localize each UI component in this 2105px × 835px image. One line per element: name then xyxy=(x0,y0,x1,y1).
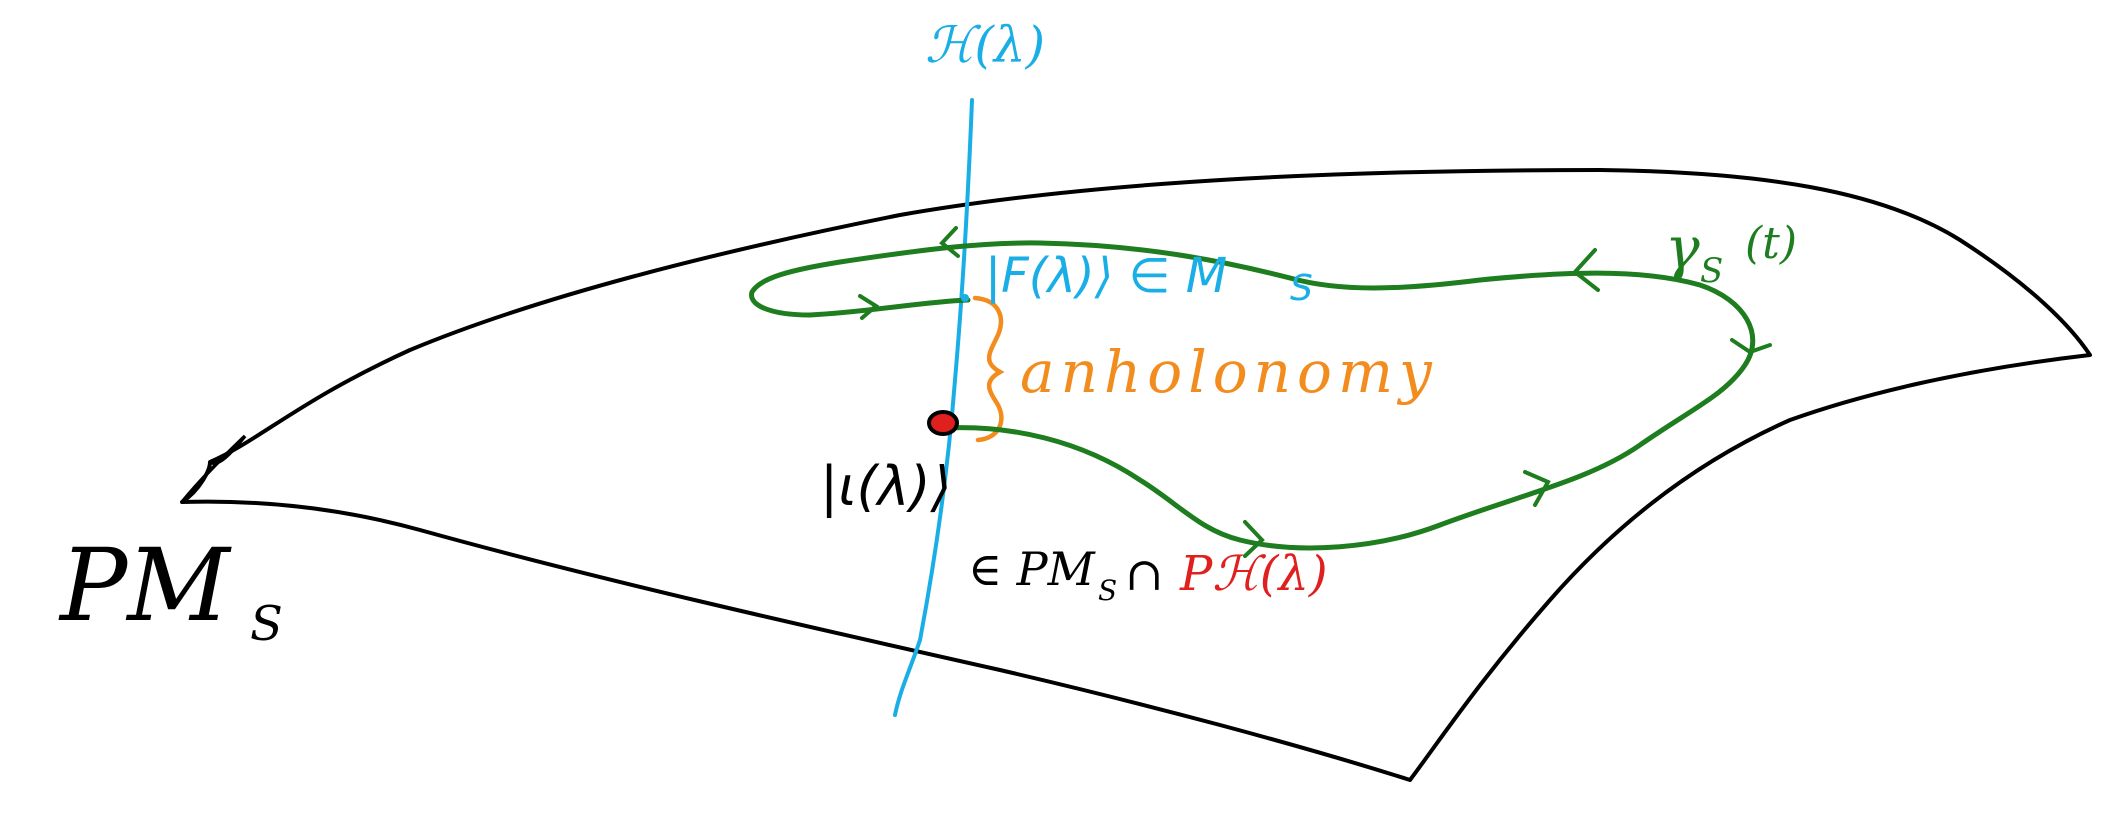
gamma-arrow-bottom-1 xyxy=(1243,520,1265,558)
intersection-cap: ∩ xyxy=(1125,547,1164,601)
intersection-tail: Pℋ(λ) xyxy=(1179,546,1328,602)
gamma-arrow-top-right xyxy=(1572,248,1600,292)
curve-parameter: (t) xyxy=(1745,218,1797,269)
initial-state-point xyxy=(927,410,959,436)
gamma-arrow-right xyxy=(1730,338,1772,355)
manifold-subscript: S xyxy=(250,596,283,652)
gamma-arrow-bottom-2 xyxy=(1523,470,1551,507)
curve-subscript: S xyxy=(1700,251,1723,291)
manifold-label: PM xyxy=(58,527,232,644)
intersection-prefix: ∈ PM xyxy=(968,542,1097,596)
manifold-left-fold xyxy=(180,434,247,504)
initial-state-label: |ι(λ)⟩ xyxy=(820,455,952,518)
fiber-label: ℋ(λ) xyxy=(925,16,1045,74)
final-state-point xyxy=(961,294,969,302)
hilbert-fiber-line xyxy=(893,98,974,717)
manifold-surface-outline xyxy=(180,168,2092,782)
final-state-label: |F(λ)⟩ ∈ M xyxy=(985,248,1227,304)
gamma-arrow-top xyxy=(939,226,960,258)
anholonomy-brace xyxy=(972,295,1005,443)
final-state-subscript: S xyxy=(1290,268,1313,309)
gamma-arrow-left xyxy=(858,294,880,320)
anholonomy-label: anholonomy xyxy=(1020,338,1438,406)
gamma-curve xyxy=(749,240,1756,551)
curve-label: γ xyxy=(1665,214,1700,282)
intersection-subscript: S xyxy=(1098,574,1117,607)
